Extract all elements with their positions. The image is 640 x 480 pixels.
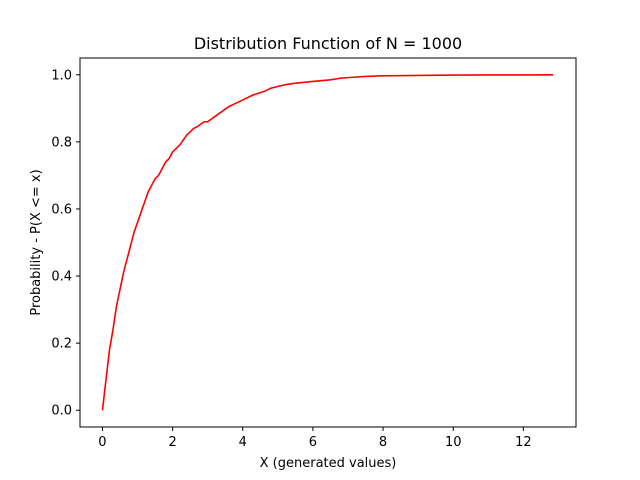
x-tick-label: 8 [379,435,387,450]
x-axis-label: X (generated values) [260,456,397,471]
y-tick-label: 0.8 [51,135,72,150]
plot-area [79,57,577,428]
x-tick-label: 12 [515,435,532,450]
y-tick-label: 0.0 [51,404,72,419]
y-tick-label: 0.4 [51,270,72,285]
x-tick-label: 6 [309,435,317,450]
x-tick-label: 0 [98,435,106,450]
y-tick-label: 0.2 [51,337,72,352]
y-tick-label: 0.6 [51,202,72,217]
y-axis-ticks: 0.0 0.2 0.4 0.6 0.8 1.0 [51,68,80,419]
x-tick-label: 4 [239,435,247,450]
cdf-series-line [101,73,554,411]
series-layer [101,73,554,411]
y-axis-label: Probability - P(X <= x) [29,169,44,315]
x-tick-label: 2 [168,435,176,450]
x-axis-ticks: 0 2 4 6 8 10 12 [98,427,532,450]
y-tick-label: 1.0 [51,68,72,83]
x-tick-label: 10 [445,435,462,450]
chart-title: Distribution Function of N = 1000 [194,34,462,53]
